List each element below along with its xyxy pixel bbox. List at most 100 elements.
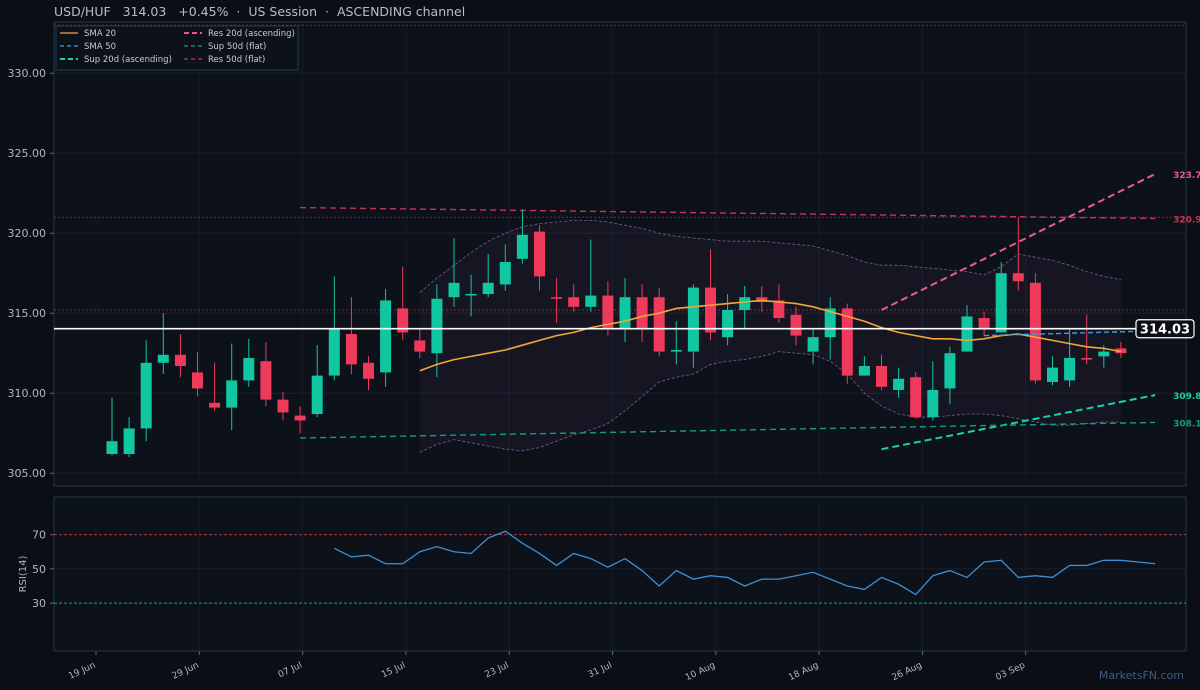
candle-body xyxy=(841,308,853,376)
candle xyxy=(739,286,751,330)
candle-body xyxy=(380,300,392,373)
candle xyxy=(431,284,443,378)
candle-body xyxy=(157,354,169,363)
candle-body xyxy=(311,375,323,414)
res-50d-line-value-label: 320.92 xyxy=(1173,215,1200,225)
bollinger-upper-line xyxy=(419,219,1121,293)
candle-body xyxy=(140,362,152,429)
time-tick-label: 18 Aug xyxy=(787,661,820,684)
candle-body xyxy=(910,377,922,418)
candle xyxy=(910,372,922,419)
candle xyxy=(876,354,887,390)
candle-body xyxy=(585,295,597,307)
candle-body xyxy=(927,390,939,418)
legend-label: Res 50d (flat) xyxy=(208,55,265,65)
bollinger-lower-line xyxy=(419,351,1121,453)
candle xyxy=(978,311,990,336)
candle xyxy=(1064,329,1076,387)
legend-box xyxy=(55,25,299,71)
channel-label: ASCENDING channel xyxy=(336,4,466,19)
candle xyxy=(568,284,580,312)
rsi-panel xyxy=(53,496,1187,652)
candle xyxy=(140,340,152,442)
res-20d-line xyxy=(881,173,1156,311)
candle xyxy=(516,209,528,264)
sma50-line xyxy=(984,330,1156,337)
price-tick-label: 325.00 xyxy=(8,147,47,160)
time-tick-label: 26 Aug xyxy=(891,661,924,684)
candle-body xyxy=(414,340,426,352)
candle-body xyxy=(106,441,118,454)
candle xyxy=(893,367,905,398)
candle-body xyxy=(1012,273,1024,282)
res-20d-line-value-label: 323.70 xyxy=(1173,171,1200,181)
candle-body xyxy=(363,362,374,379)
candle-body xyxy=(1047,367,1058,382)
candle-body xyxy=(499,262,511,285)
candle-body xyxy=(739,297,751,310)
candle-body xyxy=(790,314,802,336)
candle xyxy=(705,249,716,341)
candle xyxy=(722,294,734,346)
candle xyxy=(773,284,785,323)
sup-50d-line-value-label: 308.17 xyxy=(1173,419,1200,429)
candle-body xyxy=(807,337,819,352)
price-label: 314.03 xyxy=(122,4,167,19)
candle-body xyxy=(705,287,716,333)
candle xyxy=(414,329,426,358)
candle-body xyxy=(687,287,699,352)
price-tick-label: 320.00 xyxy=(8,227,47,240)
rsi-tick-label: 50 xyxy=(32,563,46,576)
candle xyxy=(636,284,648,342)
candle xyxy=(294,406,306,434)
change-label: +0.45% xyxy=(178,4,229,19)
candle-body xyxy=(277,399,289,413)
watermark: MarketsFN.com xyxy=(1098,669,1184,682)
candle xyxy=(226,343,238,430)
legend-label: Sup 50d (flat) xyxy=(208,42,266,52)
candle xyxy=(363,356,374,390)
candle-body xyxy=(893,378,905,390)
price-tick-label: 310.00 xyxy=(8,387,47,400)
time-tick-label: 23 Jul xyxy=(483,661,510,681)
candle xyxy=(345,297,357,374)
candle xyxy=(602,281,614,336)
candle-body xyxy=(636,297,648,330)
candle-body xyxy=(653,297,665,352)
candle-body xyxy=(294,415,306,421)
candle xyxy=(106,398,118,456)
candle-body xyxy=(448,282,460,298)
candle xyxy=(465,274,477,317)
candle-body xyxy=(226,380,238,408)
candle-body xyxy=(431,298,443,354)
candle xyxy=(209,362,221,411)
candle xyxy=(585,239,597,312)
candle xyxy=(807,329,819,365)
candle-body xyxy=(978,318,990,330)
candle-body xyxy=(328,329,340,376)
candle xyxy=(944,346,956,405)
candle xyxy=(619,278,631,342)
candle-body xyxy=(209,402,221,408)
candle-body xyxy=(876,366,887,387)
session-label: US Session xyxy=(248,4,318,19)
time-tick-label: 10 Aug xyxy=(684,661,717,684)
res-50d-line xyxy=(300,206,1156,220)
legend-label: Res 20d (ascending) xyxy=(208,29,295,39)
candle xyxy=(995,262,1007,333)
time-tick-label: 03 Sep xyxy=(994,661,1027,683)
time-tick-label: 31 Jul xyxy=(587,661,614,681)
time-tick-label: 19 Jun xyxy=(67,661,97,682)
candle xyxy=(380,289,392,387)
candle-body xyxy=(1064,358,1076,381)
price-panel xyxy=(53,21,1187,487)
time-tick-label: 15 Jul xyxy=(380,661,407,681)
candle xyxy=(1012,217,1024,291)
legend-label: Sup 20d (ascending) xyxy=(84,55,172,65)
rsi-tick-label: 30 xyxy=(32,597,46,610)
candle xyxy=(1047,356,1058,386)
candle-body xyxy=(944,353,956,389)
legend-label: SMA 50 xyxy=(84,42,116,52)
candle xyxy=(858,356,870,376)
candle-body xyxy=(465,294,477,296)
